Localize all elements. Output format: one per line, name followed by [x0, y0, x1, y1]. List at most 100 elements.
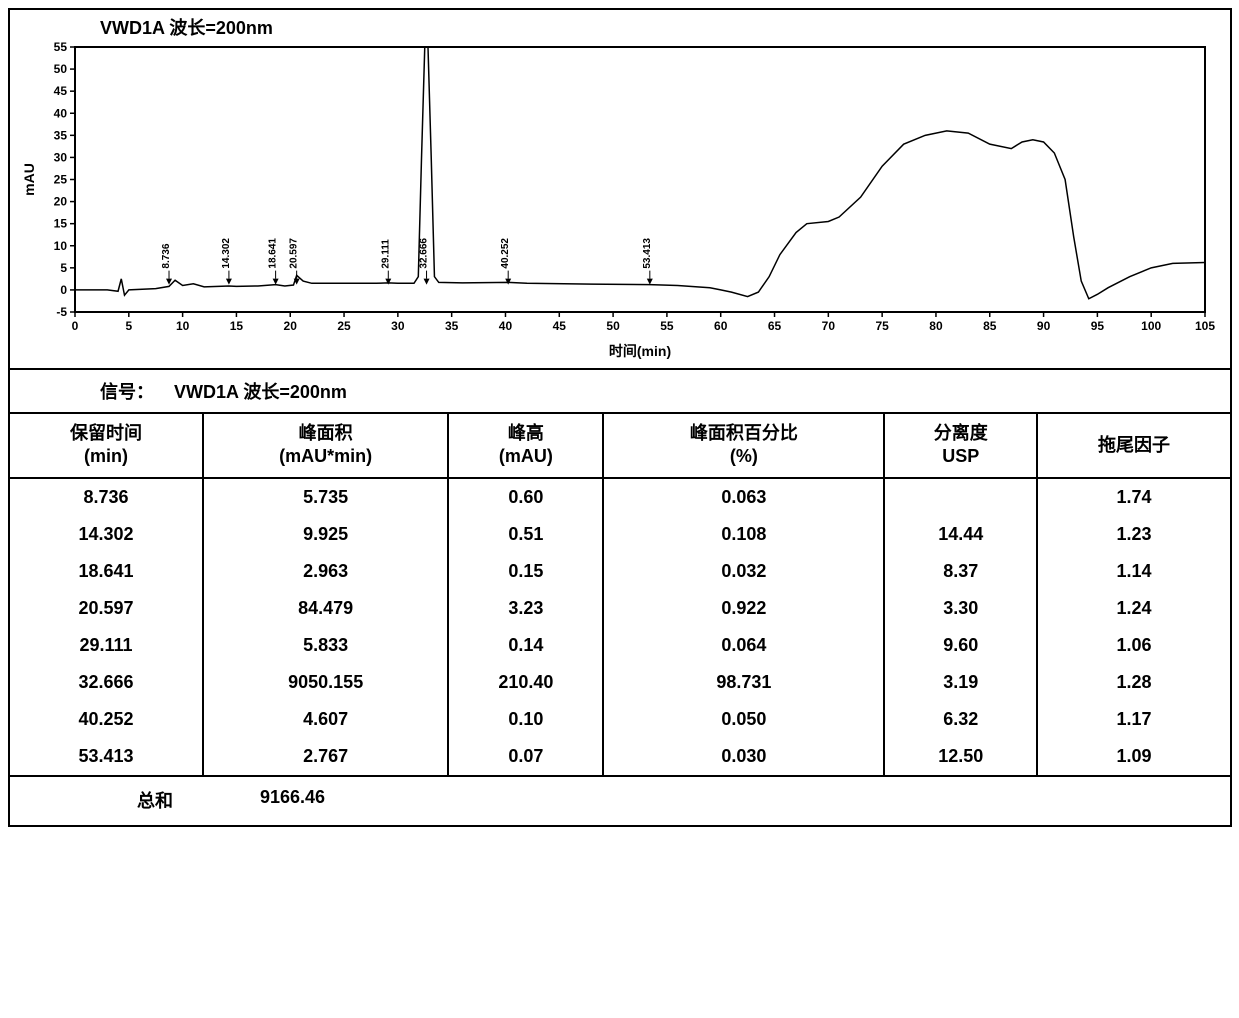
svg-text:90: 90 [1037, 319, 1051, 333]
totals-label: 总和 [50, 787, 260, 813]
svg-text:-5: -5 [56, 305, 67, 319]
svg-text:80: 80 [929, 319, 943, 333]
table-cell: 18.641 [10, 553, 203, 590]
table-cell: 9.60 [884, 627, 1036, 664]
svg-text:32.666: 32.666 [419, 238, 430, 269]
svg-text:15: 15 [230, 319, 244, 333]
svg-text:14.302: 14.302 [221, 238, 232, 269]
table-cell: 0.032 [603, 553, 884, 590]
svg-text:0: 0 [60, 283, 67, 297]
table-cell: 5.833 [203, 627, 448, 664]
svg-text:35: 35 [54, 128, 68, 142]
table-row: 18.6412.9630.150.0328.371.14 [10, 553, 1230, 590]
table-cell: 5.735 [203, 478, 448, 516]
svg-text:40.252: 40.252 [500, 238, 511, 269]
svg-text:15: 15 [54, 217, 68, 231]
table-row: 20.59784.4793.230.9223.301.24 [10, 590, 1230, 627]
table-cell: 98.731 [603, 664, 884, 701]
table-cell: 0.15 [448, 553, 603, 590]
svg-text:45: 45 [553, 319, 567, 333]
svg-text:40: 40 [499, 319, 513, 333]
peaks-table: 保留时间(min)峰面积(mAU*min)峰高(mAU)峰面积百分比(%)分离度… [10, 414, 1230, 777]
table-cell: 1.14 [1037, 553, 1230, 590]
svg-text:75: 75 [875, 319, 889, 333]
table-cell: 4.607 [203, 701, 448, 738]
table-row: 53.4132.7670.070.03012.501.09 [10, 738, 1230, 776]
svg-text:55: 55 [54, 42, 68, 54]
signal-value: VWD1A 波长=200nm [174, 382, 347, 402]
table-row: 8.7365.7350.600.0631.74 [10, 478, 1230, 516]
table-cell: 1.24 [1037, 590, 1230, 627]
table-cell: 0.922 [603, 590, 884, 627]
table-cell: 3.19 [884, 664, 1036, 701]
table-cell: 2.767 [203, 738, 448, 776]
chromatogram-panel: VWD1A 波长=200nm -505101520253035404550550… [10, 10, 1230, 370]
table-cell: 29.111 [10, 627, 203, 664]
table-cell: 9050.155 [203, 664, 448, 701]
svg-text:29.111: 29.111 [380, 239, 391, 269]
svg-text:20: 20 [284, 319, 298, 333]
table-cell: 0.064 [603, 627, 884, 664]
column-header: 拖尾因子 [1037, 414, 1230, 478]
table-cell: 0.07 [448, 738, 603, 776]
totals-row: 总和 9166.46 [10, 777, 1230, 825]
table-cell: 0.10 [448, 701, 603, 738]
table-row: 29.1115.8330.140.0649.601.06 [10, 627, 1230, 664]
chromatogram-chart: -505101520253035404550550510152025303540… [20, 42, 1220, 362]
svg-text:55: 55 [660, 319, 674, 333]
table-cell: 1.09 [1037, 738, 1230, 776]
svg-text:30: 30 [54, 150, 68, 164]
column-header: 峰高(mAU) [448, 414, 603, 478]
svg-text:40: 40 [54, 106, 68, 120]
table-cell: 0.51 [448, 516, 603, 553]
table-cell: 0.050 [603, 701, 884, 738]
table-cell: 0.108 [603, 516, 884, 553]
table-cell: 6.32 [884, 701, 1036, 738]
table-cell: 3.23 [448, 590, 603, 627]
svg-text:60: 60 [714, 319, 728, 333]
table-cell: 3.30 [884, 590, 1036, 627]
svg-text:45: 45 [54, 84, 68, 98]
table-cell: 0.030 [603, 738, 884, 776]
svg-text:105: 105 [1195, 319, 1215, 333]
table-cell: 32.666 [10, 664, 203, 701]
table-cell: 8.37 [884, 553, 1036, 590]
column-header: 峰面积百分比(%) [603, 414, 884, 478]
column-header: 保留时间(min) [10, 414, 203, 478]
svg-text:25: 25 [54, 173, 68, 187]
table-row: 14.3029.9250.510.10814.441.23 [10, 516, 1230, 553]
svg-text:35: 35 [445, 319, 459, 333]
table-row: 40.2524.6070.100.0506.321.17 [10, 701, 1230, 738]
table-row: 32.6669050.155210.4098.7313.191.28 [10, 664, 1230, 701]
svg-text:30: 30 [391, 319, 405, 333]
svg-text:10: 10 [176, 319, 190, 333]
svg-text:50: 50 [606, 319, 620, 333]
table-cell: 12.50 [884, 738, 1036, 776]
table-cell: 1.23 [1037, 516, 1230, 553]
svg-text:10: 10 [54, 239, 68, 253]
table-cell: 84.479 [203, 590, 448, 627]
table-cell [884, 478, 1036, 516]
svg-text:20.597: 20.597 [289, 238, 300, 269]
table-cell: 0.14 [448, 627, 603, 664]
svg-text:100: 100 [1141, 319, 1161, 333]
table-cell: 0.063 [603, 478, 884, 516]
table-cell: 210.40 [448, 664, 603, 701]
svg-text:8.736: 8.736 [161, 243, 172, 268]
table-cell: 14.302 [10, 516, 203, 553]
svg-text:70: 70 [822, 319, 836, 333]
table-body: 8.7365.7350.600.0631.7414.3029.9250.510.… [10, 478, 1230, 776]
signal-row: 信号： VWD1A 波长=200nm [10, 370, 1230, 414]
svg-text:20: 20 [54, 195, 68, 209]
table-cell: 1.28 [1037, 664, 1230, 701]
svg-text:25: 25 [337, 319, 351, 333]
table-cell: 1.17 [1037, 701, 1230, 738]
totals-value: 9166.46 [260, 787, 460, 813]
table-cell: 1.06 [1037, 627, 1230, 664]
table-cell: 20.597 [10, 590, 203, 627]
svg-text:mAU: mAU [21, 163, 37, 196]
chart-title: VWD1A 波长=200nm [10, 10, 1230, 42]
svg-text:0: 0 [72, 319, 79, 333]
table-cell: 9.925 [203, 516, 448, 553]
table-cell: 1.74 [1037, 478, 1230, 516]
